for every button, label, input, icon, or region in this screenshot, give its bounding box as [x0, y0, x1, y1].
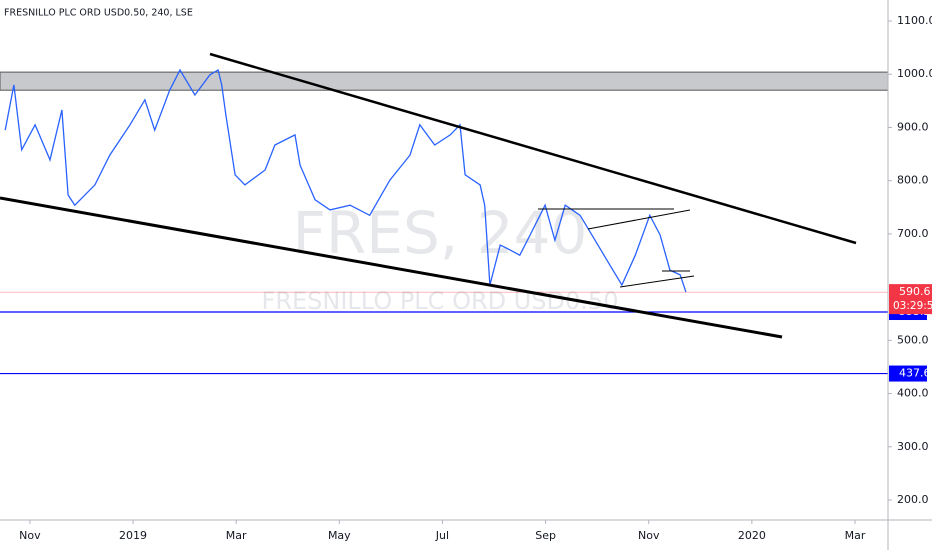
- x-tick-label: Nov: [19, 529, 41, 542]
- x-tick-label: Mar: [845, 529, 866, 542]
- plot: [0, 68, 888, 375]
- chart-header: FRESNILLO PLC ORD USD0.50, 240, LSE: [4, 8, 193, 19]
- y-tick-label: 1000.0: [897, 67, 932, 80]
- y-tick-label: 800.0: [897, 174, 929, 187]
- trend-line: [0, 196, 783, 339]
- y-tick-label: 300.0: [897, 440, 929, 453]
- x-tick-label: Nov: [638, 529, 660, 542]
- trend-line: [587, 209, 691, 230]
- level-label-bg: [889, 365, 927, 382]
- countdown-label: 03:29:54: [893, 300, 932, 312]
- plot-back: [0, 71, 889, 91]
- x-tick-label: Mar: [226, 529, 247, 542]
- watermark-symbol: FRES, 240: [293, 199, 588, 267]
- price-axis: [888, 0, 932, 550]
- drawings: [0, 52, 857, 339]
- watermark-name: FRESNILLO PLC ORD USD0.50: [262, 287, 619, 315]
- level-label: 437.6: [899, 367, 931, 380]
- resistance-zone: [0, 71, 889, 91]
- trend-line: [209, 52, 857, 245]
- last-price-label: 590.6: [899, 285, 931, 298]
- y-tick-label: 200.0: [897, 493, 929, 506]
- x-tick-label: Sep: [535, 529, 556, 542]
- axes: 200.0 300.0 400.0 500.0 700.0 800.0 900.0 1000.…: [19, 14, 932, 542]
- x-tick-label: Jul: [435, 529, 449, 542]
- price-line: [4, 68, 687, 293]
- y-tick-label: 1100.0: [897, 14, 932, 27]
- y-tick-label: 700.0: [897, 227, 929, 240]
- y-tick-label: 400.0: [897, 387, 929, 400]
- x-tick-label: 2020: [738, 529, 766, 542]
- x-tick-label: 2019: [119, 529, 147, 542]
- y-tick-label: 900.0: [897, 120, 929, 133]
- last-price-bg: [889, 284, 932, 315]
- trend-line: [619, 275, 695, 288]
- time-axis: [0, 520, 932, 550]
- x-tick-label: May: [328, 529, 351, 542]
- y-tick-label: 500.0: [897, 333, 929, 346]
